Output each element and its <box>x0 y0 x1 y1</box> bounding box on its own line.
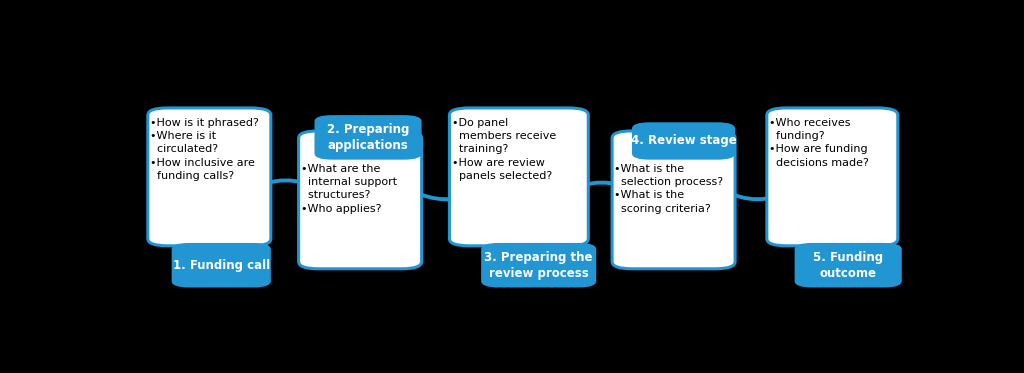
Text: 1. Funding call: 1. Funding call <box>173 259 269 272</box>
Text: •Who receives
  funding?
•How are funding
  decisions made?: •Who receives funding? •How are funding … <box>769 118 869 167</box>
FancyBboxPatch shape <box>299 131 422 269</box>
FancyBboxPatch shape <box>767 108 898 246</box>
FancyBboxPatch shape <box>632 122 735 160</box>
Text: •What are the
  internal support
  structures?
•Who applies?: •What are the internal support structure… <box>301 164 397 214</box>
Text: •How is it phrased?
•Where is it
  circulated?
•How inclusive are
  funding call: •How is it phrased? •Where is it circula… <box>151 118 259 181</box>
Text: 2. Preparing
applications: 2. Preparing applications <box>327 123 410 152</box>
FancyBboxPatch shape <box>172 243 270 288</box>
FancyBboxPatch shape <box>450 108 588 246</box>
FancyBboxPatch shape <box>147 108 270 246</box>
FancyBboxPatch shape <box>612 131 735 269</box>
FancyBboxPatch shape <box>795 243 902 288</box>
FancyBboxPatch shape <box>314 115 422 160</box>
Text: •What is the
  selection process?
•What is the
  scoring criteria?: •What is the selection process? •What is… <box>614 164 724 214</box>
FancyBboxPatch shape <box>481 243 596 288</box>
Text: 4. Review stage: 4. Review stage <box>631 135 736 147</box>
Text: •Do panel
  members receive
  training?
•How are review
  panels selected?: •Do panel members receive training? •How… <box>452 118 556 181</box>
Text: 3. Preparing the
review process: 3. Preparing the review process <box>484 251 593 280</box>
Text: 5. Funding
outcome: 5. Funding outcome <box>813 251 884 280</box>
